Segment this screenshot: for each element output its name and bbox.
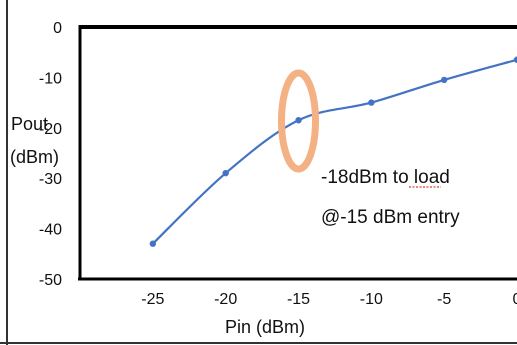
y-axis-label-line-2: (dBm) xyxy=(10,147,59,167)
x-tick-labels: -25 -20 -15 -10 -5 0 xyxy=(141,291,517,308)
plot-frame xyxy=(78,25,517,281)
x-tick-label: 0 xyxy=(513,291,517,308)
x-tick-label: -25 xyxy=(141,291,164,308)
y-tick-label: 0 xyxy=(53,20,62,37)
highlight-ellipse xyxy=(278,69,319,173)
y-tick-labels: 0 -10 -20 -30 -40 -50 xyxy=(39,20,62,289)
data-point xyxy=(149,240,157,247)
y-tick-label: -20 xyxy=(39,121,62,138)
y-tick-label: -10 xyxy=(39,70,62,87)
data-point xyxy=(368,99,375,106)
x-tick-label: -5 xyxy=(437,291,451,308)
y-tick-label: -40 xyxy=(39,222,62,239)
y-tick-label: -50 xyxy=(39,272,62,289)
data-point xyxy=(222,169,229,177)
x-tick-label: -20 xyxy=(214,291,237,308)
data-point xyxy=(295,117,302,124)
series-layer xyxy=(149,56,517,247)
y-tick-label: -30 xyxy=(39,171,62,188)
data-point xyxy=(513,56,517,63)
annotation-line-2: @-15 dBm entry xyxy=(321,207,460,228)
y-axis-label-line-1: Pout xyxy=(11,114,48,134)
x-axis-label: Pin (dBm) xyxy=(225,317,305,337)
x-tick-label: -15 xyxy=(287,291,310,308)
data-point xyxy=(440,76,448,84)
annotation-line-1: -18dBm to load xyxy=(321,167,450,188)
x-tick-label: -10 xyxy=(360,291,383,308)
